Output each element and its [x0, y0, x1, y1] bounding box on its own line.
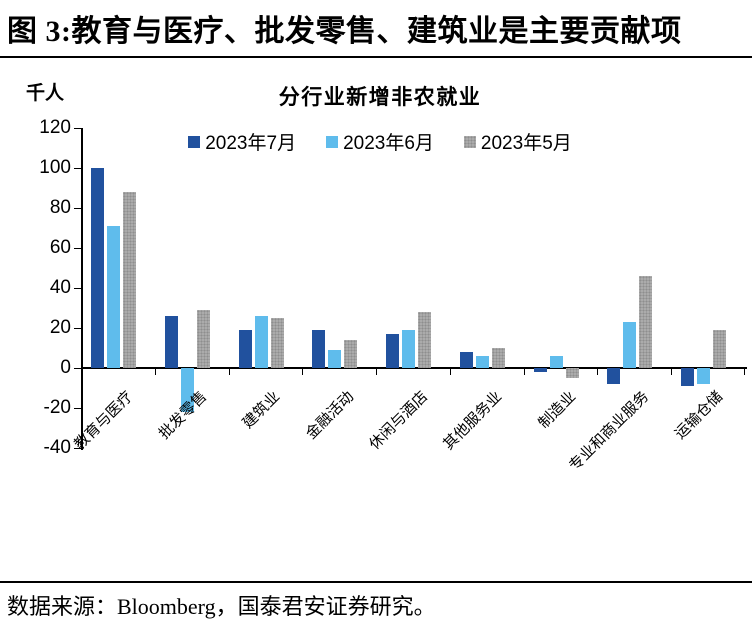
bar-2023年5月-其他服务业: [491, 348, 505, 368]
bar-2023年6月-建筑业: [254, 316, 268, 368]
legend-swatch-icon: [188, 135, 201, 148]
bar-2023年7月-运输仓储: [681, 368, 695, 386]
bar-2023年7月-专业和商业服务: [607, 368, 621, 384]
plot-area: 120 100 80 60 40 20 0 -20 -40 教育与医疗 批发零售 建筑业 金融活动 休闲与…: [39, 117, 749, 474]
bar-2023年5月-专业和商业服务: [639, 276, 653, 368]
bar-2023年6月-金融活动: [328, 350, 342, 368]
legend-item: 2023年6月: [326, 128, 434, 155]
title-divider: [0, 56, 752, 58]
chart-legend: 2023年7月 2023年6月 2023年5月: [50, 128, 710, 155]
legend-swatch-icon: [463, 135, 476, 148]
x-axis-tick: [744, 369, 745, 375]
chart-title: 分行业新增非农就业: [278, 85, 482, 109]
x-category-label-text: 其他服务业: [440, 388, 505, 454]
x-category-label-text: 制造业: [535, 388, 579, 432]
y-axis-tick: [74, 407, 81, 409]
bar-2023年6月-制造业: [549, 356, 563, 368]
bar-2023年7月-制造业: [533, 368, 547, 372]
x-axis-tick: [449, 369, 451, 375]
bar-2023年7月-其他服务业: [459, 352, 473, 368]
y-axis-line: [81, 128, 83, 450]
bar-2023年6月-教育与医疗: [107, 226, 120, 368]
x-axis-tick: [81, 369, 82, 375]
bar-2023年7月-教育与医疗: [91, 168, 104, 368]
y-axis-tick: [74, 167, 81, 169]
legend-label: 2023年7月: [205, 133, 297, 154]
legend-label: 2023年5月: [480, 133, 572, 154]
y-axis-unit-label: 千人: [26, 83, 65, 104]
y-axis-tick: [74, 327, 81, 329]
x-axis-tick: [671, 369, 673, 375]
legend-item: 2023年5月: [463, 128, 572, 155]
y-axis-tick: [74, 447, 81, 449]
bar-2023年6月-批发零售: [180, 368, 194, 412]
y-axis-tick: [74, 127, 81, 129]
bar-2023年6月-其他服务业: [475, 356, 489, 368]
bar-2023年5月-休闲与酒店: [418, 312, 432, 368]
y-axis-tick: [74, 367, 81, 369]
footer-divider: [0, 581, 752, 583]
y-axis-tick-label: -20: [43, 397, 71, 418]
figure-title: 图 3:教育与医疗、批发零售、建筑业是主要贡献项: [7, 15, 682, 48]
x-category-label-text: 金融活动: [303, 388, 358, 443]
bar-2023年5月-教育与医疗: [123, 192, 136, 368]
x-category-label-text: 建筑业: [240, 388, 284, 432]
y-axis-tick-label: 120: [39, 117, 71, 138]
bar-2023年7月-建筑业: [238, 330, 252, 368]
bar-2023年5月-运输仓储: [713, 330, 727, 368]
y-axis-tick: [74, 207, 81, 209]
bar-2023年5月-建筑业: [270, 318, 284, 368]
x-category-label-text: 运输仓储: [672, 388, 727, 443]
y-axis-tick: [74, 247, 81, 249]
y-axis-tick-label: 100: [39, 157, 71, 178]
x-axis-tick: [228, 369, 230, 375]
x-axis-tick: [302, 369, 304, 375]
bar-2023年6月-休闲与酒店: [402, 330, 416, 368]
x-axis-tick: [154, 369, 156, 375]
bar-2023年7月-休闲与酒店: [386, 334, 400, 368]
x-axis-tick: [376, 369, 378, 375]
x-axis-tick: [597, 369, 599, 375]
bar-2023年5月-金融活动: [344, 340, 358, 368]
legend-label: 2023年6月: [343, 133, 434, 154]
y-axis-tick-label: -40: [43, 437, 71, 458]
y-axis-tick-label: 20: [49, 317, 71, 338]
x-category-label-text: 教育与医疗: [71, 388, 137, 454]
y-axis-tick: [74, 287, 81, 289]
legend-item: 2023年7月: [188, 128, 296, 155]
y-axis-tick-label: 0: [60, 357, 71, 378]
x-category-label-text: 休闲与酒店: [366, 388, 432, 454]
bar-2023年7月-批发零售: [164, 316, 178, 368]
y-axis-tick-label: 60: [49, 237, 71, 258]
y-axis-tick-label: 80: [49, 197, 71, 218]
y-axis-tick-label: 40: [49, 277, 71, 298]
bar-2023年5月-批发零售: [196, 310, 210, 368]
data-source: 数据来源：Bloomberg，国泰君安证券研究。: [7, 594, 436, 619]
x-axis-tick: [523, 369, 525, 375]
bar-2023年5月-制造业: [565, 368, 579, 378]
bar-2023年7月-金融活动: [312, 330, 326, 368]
x-axis-line: [81, 367, 747, 369]
legend-swatch-icon: [326, 135, 339, 148]
bar-2023年6月-专业和商业服务: [623, 322, 637, 368]
bar-2023年6月-运输仓储: [697, 368, 711, 384]
